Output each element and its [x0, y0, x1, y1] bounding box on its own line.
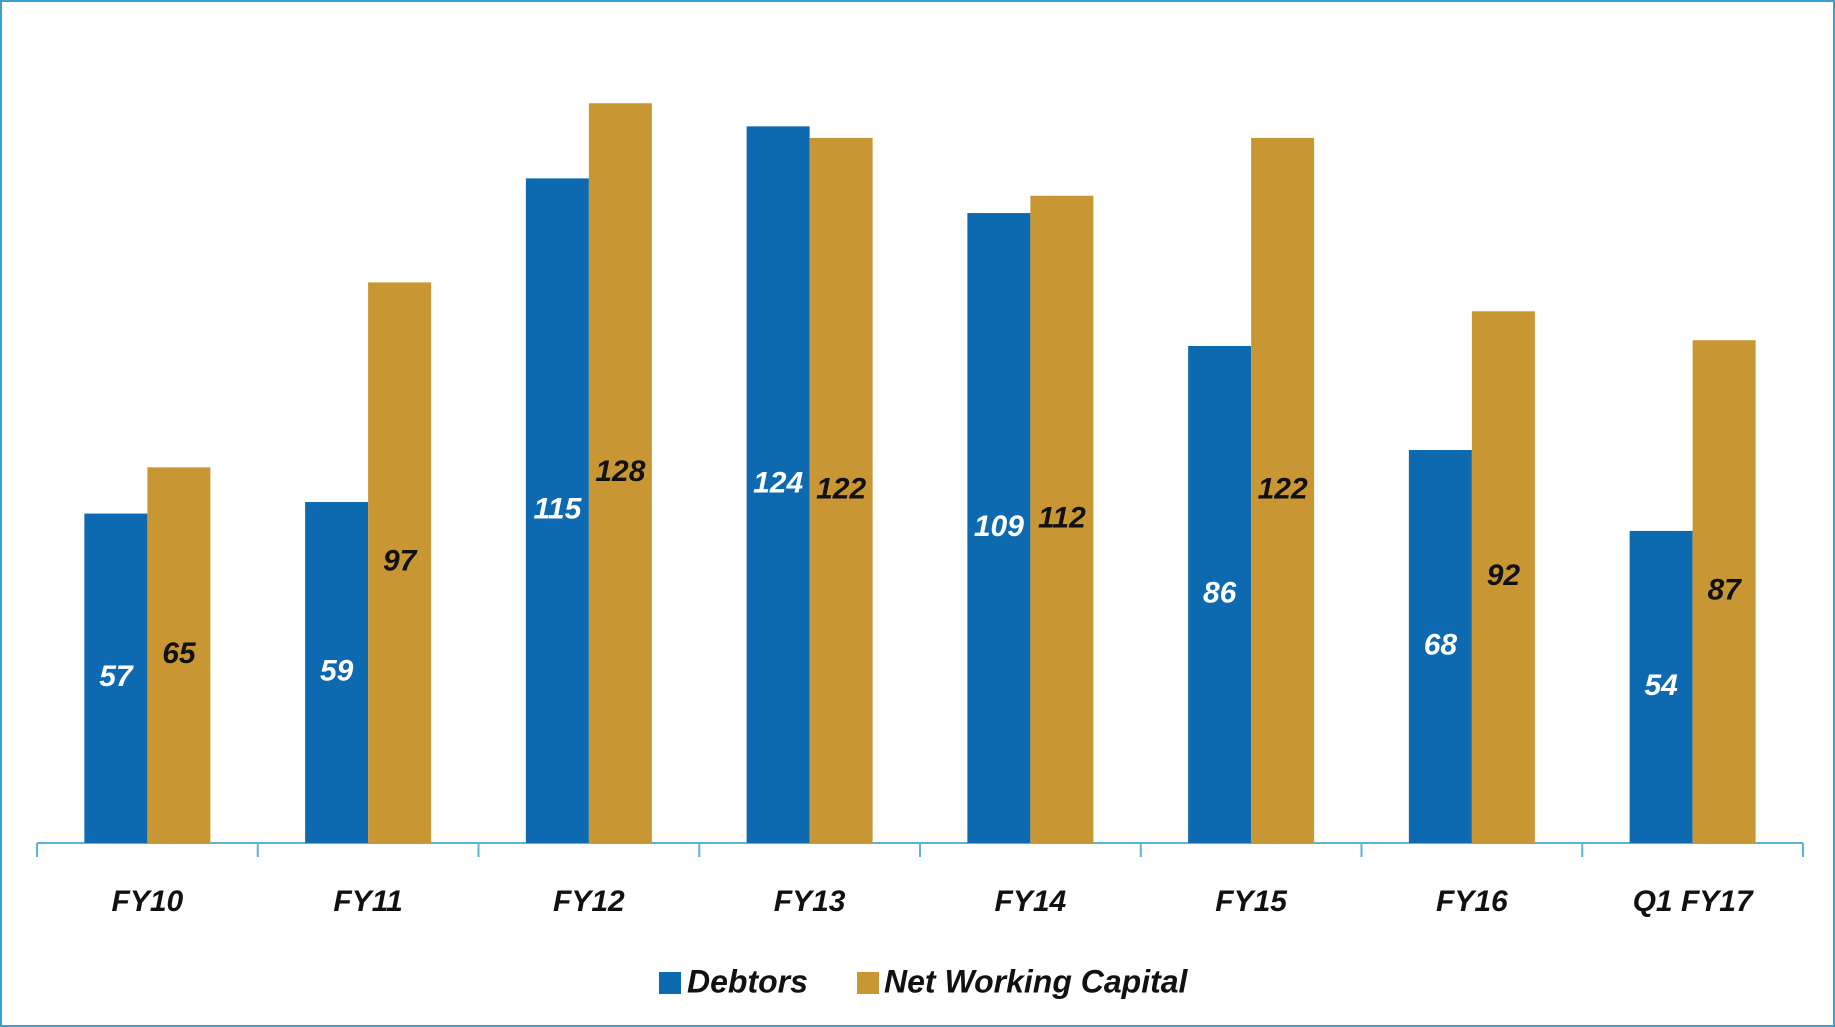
bar [1188, 345, 1252, 843]
legend-swatch [857, 972, 879, 994]
bar [525, 178, 589, 844]
bar [588, 103, 652, 843]
bar [1030, 195, 1094, 844]
bar [1471, 311, 1535, 843]
data-label: 112 [1038, 501, 1086, 534]
data-label: 86 [1203, 576, 1237, 609]
bar [1251, 137, 1315, 843]
x-tick-label: FY15 [1215, 885, 1288, 918]
data-label: 124 [753, 467, 803, 500]
legend-swatch [659, 972, 681, 994]
data-label: 65 [162, 637, 197, 670]
x-tick-label: FY11 [333, 885, 402, 918]
x-tick-label: FY10 [112, 885, 184, 918]
legend-label: Debtors [687, 963, 808, 999]
data-label: 68 [1424, 628, 1458, 661]
data-label: 87 [1707, 574, 1742, 607]
bar [305, 502, 369, 843]
legend-label: Net Working Capital [884, 963, 1189, 999]
x-tick-label: FY14 [995, 885, 1067, 918]
bar [368, 282, 432, 844]
x-tick-label: Q1 FY17 [1633, 885, 1754, 918]
data-label: 97 [383, 545, 418, 578]
bar [967, 213, 1031, 843]
bar [1692, 340, 1756, 843]
data-label: 92 [1487, 559, 1521, 592]
bar [1629, 530, 1693, 843]
data-label: 122 [1258, 472, 1308, 505]
bar [84, 513, 148, 843]
data-label: 57 [99, 660, 134, 693]
data-label: 122 [816, 472, 866, 505]
bar [809, 137, 873, 843]
data-label: 109 [974, 510, 1024, 543]
bar [1408, 450, 1472, 843]
data-label: 59 [320, 654, 354, 687]
x-tick-label: FY13 [774, 885, 846, 918]
data-label: 54 [1644, 669, 1678, 702]
bar [147, 467, 211, 843]
bar [746, 126, 810, 843]
data-label: 128 [595, 455, 645, 488]
x-tick-label: FY16 [1436, 885, 1508, 918]
data-label: 115 [533, 493, 582, 526]
x-tick-label: FY12 [553, 885, 625, 918]
